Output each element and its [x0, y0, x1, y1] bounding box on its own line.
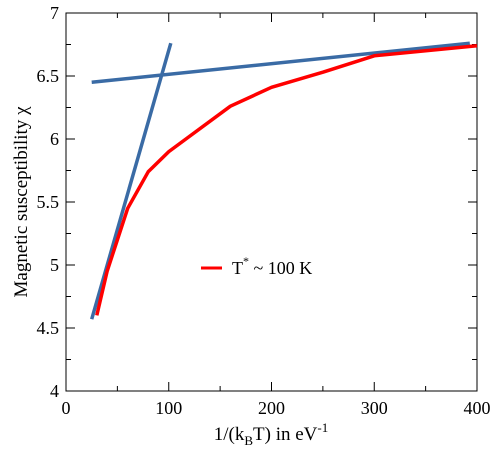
x-axis-label-prefix: 1/(k	[214, 424, 245, 445]
y-axis-label: Magnetic susceptibility χ	[11, 106, 32, 298]
legend-label: T* ~ 100 K	[232, 254, 312, 278]
legend-label-sup: *	[243, 254, 249, 268]
y-tick-label: 6	[50, 129, 59, 149]
ticks: 0 100 200 300 400 4 4.5 5 5.5 6 6.5 7	[37, 3, 491, 418]
plot-frame	[65, 12, 478, 392]
x-tick-label: 100	[155, 398, 182, 418]
x-axis-label: 1/(kBT) in eV-1	[214, 420, 329, 448]
series-line-blue-flat	[91, 41, 470, 85]
legend: T* ~ 100 K	[201, 254, 312, 278]
y-tick-label: 4	[50, 381, 59, 401]
legend-label-rest: ~ 100 K	[249, 258, 312, 278]
y-tick-label: 5	[50, 255, 59, 275]
y-tick-label: 5.5	[37, 192, 60, 212]
y-tick-label: 7	[50, 3, 59, 23]
x-axis-label-sub: B	[244, 433, 253, 448]
x-tick-label: 200	[258, 398, 285, 418]
y-tick-label: 6.5	[37, 66, 60, 86]
x-axis-label-middle: T) in eV	[253, 424, 318, 445]
x-axis-label-sup: -1	[317, 420, 328, 435]
y-tick-label: 4.5	[37, 318, 60, 338]
series-line-red	[95, 44, 478, 316]
x-tick-label: 300	[361, 398, 388, 418]
x-tick-label: 400	[464, 398, 491, 418]
series-line-blue-steep	[90, 42, 173, 320]
legend-label-main: T	[232, 258, 243, 278]
x-tick-label: 0	[62, 398, 71, 418]
series-group	[90, 41, 478, 320]
